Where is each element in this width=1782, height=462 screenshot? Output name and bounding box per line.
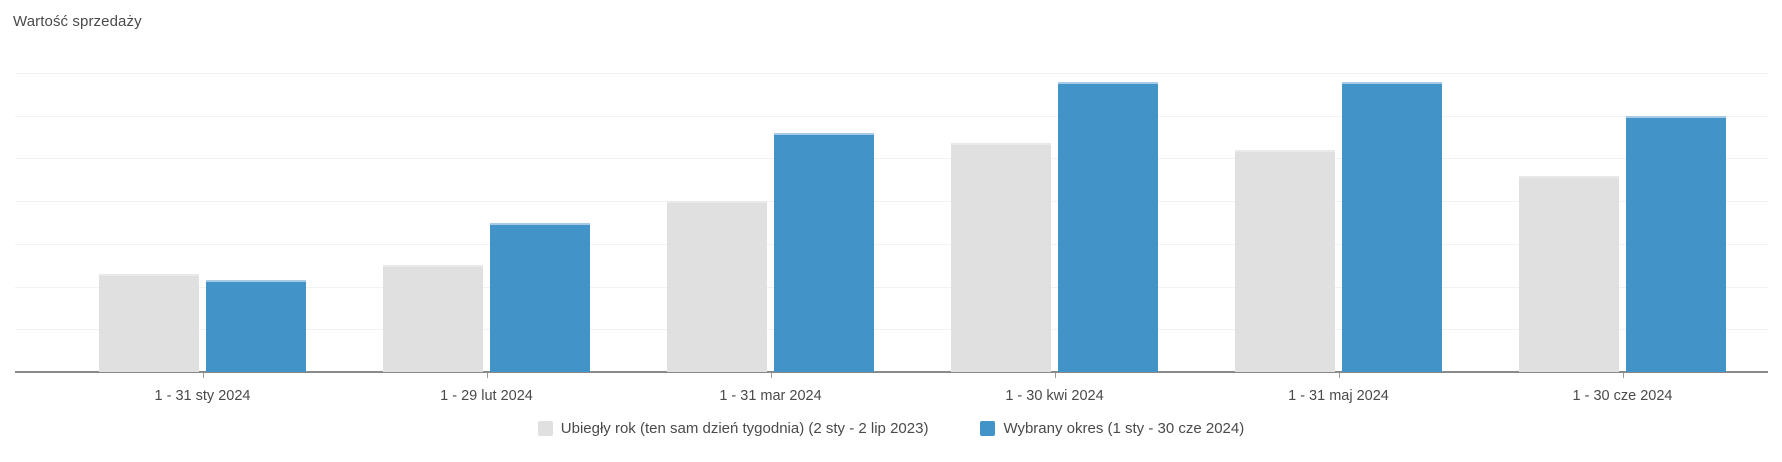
x-axis-label: 1 - 31 mar 2024 — [719, 388, 822, 404]
bar-selected-period[interactable] — [1626, 115, 1726, 372]
x-axis-label: 1 - 30 cze 2024 — [1572, 388, 1673, 404]
legend-item-previous-year[interactable]: Ubiegły rok (ten sam dzień tygodnia) (2 … — [537, 420, 929, 437]
gridline — [15, 158, 1768, 160]
bar-previous-year[interactable] — [951, 143, 1051, 372]
x-axis-tick — [1622, 373, 1624, 378]
bar-previous-year[interactable] — [1519, 175, 1619, 372]
chart-title: Wartość sprzedaży — [13, 13, 142, 30]
x-axis-line — [15, 371, 1768, 373]
bar-previous-year[interactable] — [99, 273, 199, 372]
gridline — [15, 115, 1768, 117]
legend-label-selected-period: Wybrany okres (1 sty - 30 cze 2024) — [1003, 420, 1245, 437]
x-axis-tick — [1338, 373, 1340, 378]
legend-item-selected-period[interactable]: Wybrany okres (1 sty - 30 cze 2024) — [980, 420, 1244, 437]
x-axis-label: 1 - 31 sty 2024 — [154, 388, 251, 404]
legend-label-previous-year: Ubiegły rok (ten sam dzień tygodnia) (2 … — [560, 420, 929, 437]
x-axis-tick — [486, 373, 488, 378]
bar-previous-year[interactable] — [667, 201, 767, 372]
gridline — [15, 286, 1768, 288]
x-axis-tick — [1054, 373, 1056, 378]
bar-selected-period[interactable] — [490, 222, 590, 372]
x-axis-label: 1 - 30 kwi 2024 — [1005, 388, 1104, 404]
bar-previous-year[interactable] — [383, 265, 483, 372]
legend-swatch-selected-period — [980, 421, 996, 436]
x-axis-label: 1 - 29 lut 2024 — [440, 388, 533, 404]
bar-selected-period[interactable] — [774, 132, 874, 372]
x-axis-label: 1 - 31 maj 2024 — [1288, 388, 1389, 404]
gridline — [15, 243, 1768, 245]
x-axis-tick — [202, 373, 204, 378]
gridline — [15, 201, 1768, 203]
gridline — [15, 73, 1768, 74]
x-axis-tick — [770, 373, 772, 378]
chart-legend: Ubiegły rok (ten sam dzień tygodnia) (2 … — [0, 420, 1782, 437]
bar-previous-year[interactable] — [1235, 149, 1335, 372]
gridline — [15, 329, 1768, 331]
bar-selected-period[interactable] — [206, 280, 306, 372]
bar-selected-period[interactable] — [1058, 81, 1158, 372]
bar-selected-period[interactable] — [1342, 81, 1442, 372]
legend-swatch-previous-year — [537, 421, 553, 436]
